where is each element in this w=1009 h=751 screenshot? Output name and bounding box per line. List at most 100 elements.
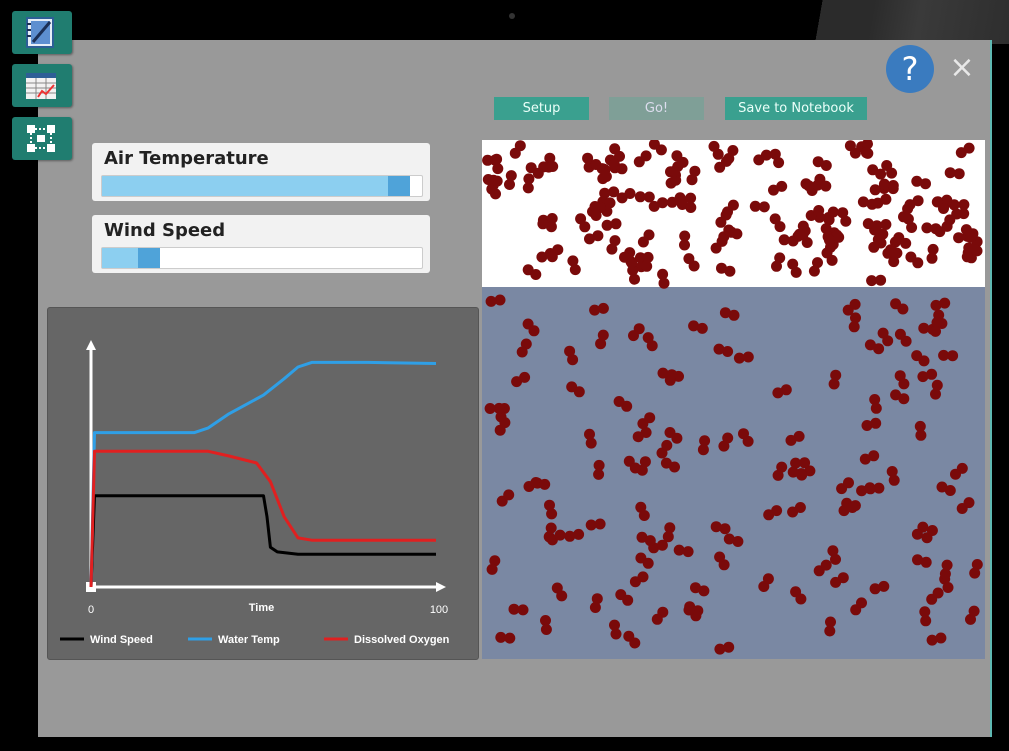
oxygen-molecule: [516, 338, 532, 358]
oxygen-molecule: [641, 251, 654, 272]
oxygen-molecule: [813, 559, 832, 577]
oxygen-molecule: [584, 230, 604, 245]
oxygen-molecule: [690, 582, 710, 597]
go-button[interactable]: Go!: [609, 97, 704, 120]
notebook-icon: [26, 17, 54, 48]
oxygen-molecule: [890, 389, 910, 405]
wind-speed-control: Wind Speed: [92, 215, 430, 273]
oxygen-molecule: [808, 257, 823, 277]
oxygen-molecule: [769, 148, 785, 169]
oxygen-molecule: [683, 604, 702, 622]
oxygen-molecule: [632, 427, 652, 443]
camera-dot: [509, 13, 515, 19]
legend-label: Water Temp: [218, 634, 280, 646]
oxygen-molecule: [609, 619, 622, 640]
oxygen-molecule: [613, 396, 633, 412]
oxygen-molecule: [522, 264, 542, 280]
oxygen-molecule: [856, 483, 876, 497]
notebook-button[interactable]: [12, 11, 72, 54]
oxygen-molecule: [785, 430, 805, 446]
oxygen-molecule: [821, 247, 838, 266]
series-line-dissolved-oxygen: [89, 449, 436, 588]
oxygen-molecule: [546, 244, 564, 263]
oxygen-molecule: [714, 641, 735, 655]
close-button[interactable]: ×: [949, 50, 975, 85]
oxygen-molecule: [540, 615, 552, 635]
oxygen-molecule: [850, 597, 867, 616]
oxygen-molecule: [585, 518, 606, 531]
oxygen-molecule: [893, 232, 912, 249]
oxygen-molecule: [867, 164, 887, 180]
oxygen-molecule: [848, 312, 861, 333]
series-line-water-temp: [89, 360, 437, 588]
air-temperature-slider[interactable]: [101, 175, 423, 197]
oxygen-molecule: [911, 175, 931, 190]
oxygen-molecule: [648, 197, 668, 212]
graph-panel: 0 100 Time Wind Speed Water Temp Dissolved Ox…: [47, 307, 479, 660]
oxygen-molecule: [713, 343, 734, 357]
oxygen-molecule: [814, 173, 832, 192]
oxygen-molecule: [955, 142, 975, 159]
oxygen-molecule: [914, 420, 927, 441]
oxygen-molecule: [623, 630, 641, 649]
table-graph-button[interactable]: [12, 64, 72, 107]
air-temperature-control: Air Temperature: [92, 143, 430, 201]
oxygen-molecule: [888, 247, 900, 268]
oxygen-molecule: [723, 145, 739, 164]
oxygen-molecule: [657, 268, 670, 289]
oxygen-molecule: [772, 461, 788, 481]
oxygen-molecule: [919, 606, 932, 627]
oxygen-molecule: [660, 457, 680, 473]
oxygen-molecule: [936, 481, 956, 496]
oxygen-molecule: [828, 369, 842, 390]
help-button[interactable]: ?: [886, 45, 934, 93]
oxygen-molecule: [595, 329, 609, 350]
oxygen-molecule: [861, 417, 882, 431]
oxygen-molecule: [869, 394, 882, 414]
oxygen-molecule: [950, 462, 968, 480]
oxygen-molecule: [926, 243, 939, 264]
oxygen-molecule: [890, 298, 909, 315]
setup-button[interactable]: Setup: [494, 97, 589, 120]
oxygen-molecule: [930, 297, 951, 311]
oxygen-molecule: [830, 572, 849, 588]
oxygen-molecule: [812, 156, 832, 171]
oxygen-molecule: [787, 466, 808, 481]
air-temperature-thumb[interactable]: [388, 176, 411, 196]
oxygen-molecule: [787, 502, 806, 518]
oxygen-molecule: [637, 412, 656, 430]
oxygen-molecule: [768, 180, 788, 196]
oxygen-molecule: [633, 150, 652, 168]
legend-label: Wind Speed: [90, 634, 153, 646]
oxygen-molecule: [662, 522, 676, 543]
oxygen-molecule: [679, 230, 691, 251]
oxygen-molecule: [551, 582, 568, 602]
oxygen-molecule: [860, 140, 873, 159]
oxygen-molecule: [866, 274, 887, 287]
wind-speed-slider[interactable]: [101, 247, 423, 269]
wind-speed-thumb[interactable]: [137, 248, 160, 268]
air-temperature-fill: [102, 176, 400, 196]
oxygen-molecule: [944, 167, 965, 180]
oxygen-molecule: [772, 384, 792, 399]
save-to-notebook-button[interactable]: Save to Notebook: [725, 97, 867, 120]
oxygen-molecule: [589, 302, 609, 316]
oxygen-molecule: [629, 571, 649, 588]
oxygen-molecule: [771, 252, 786, 272]
oxygen-molecule: [615, 589, 634, 606]
oxygen-molecule: [537, 218, 557, 233]
model-button[interactable]: [12, 117, 72, 160]
oxygen-molecule: [708, 140, 724, 160]
oxygen-molecule: [718, 432, 734, 452]
oxygen-molecule: [676, 199, 697, 213]
oxygen-molecule: [648, 140, 667, 156]
oxygen-molecule: [482, 174, 503, 187]
oxygen-molecule: [637, 229, 655, 248]
oxygen-molecule: [827, 545, 841, 565]
x-axis-arrow: [436, 582, 446, 592]
y-axis-arrow: [86, 340, 96, 350]
oxygen-molecule: [842, 298, 861, 316]
oxygen-molecule: [716, 262, 736, 277]
oxygen-molecule: [485, 294, 506, 307]
wind-speed-label: Wind Speed: [104, 220, 226, 241]
